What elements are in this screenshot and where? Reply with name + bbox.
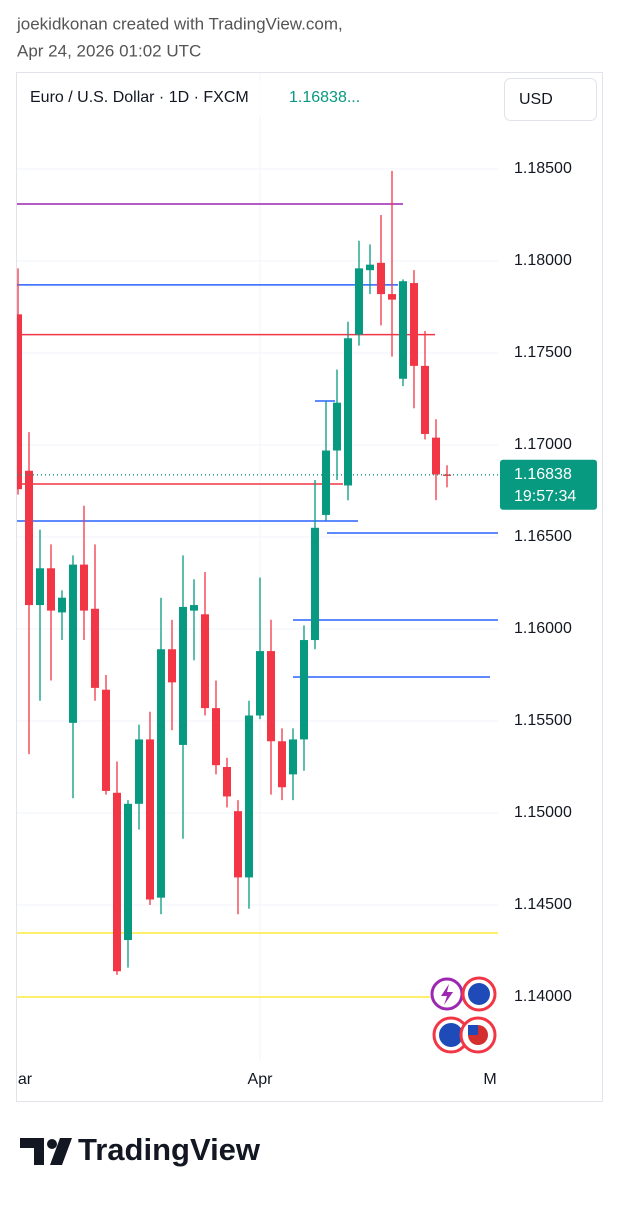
candle-body [267, 651, 275, 742]
candle-body [278, 741, 286, 788]
candle-body [443, 474, 451, 476]
timestamp: Apr 24, 2026 01:02 UTC [17, 41, 201, 60]
symbol-title: Euro / U.S. Dollar · 1D · FXCM [30, 89, 249, 106]
logo [20, 1138, 72, 1165]
x-tick-label: M [483, 1071, 496, 1088]
candle-body [432, 437, 440, 475]
brand: TradingView [78, 1132, 261, 1167]
y-tick-label: 1.17000 [514, 436, 572, 453]
candle-body [17, 314, 22, 490]
candle-body [421, 365, 429, 434]
y-tick-label: 1.15500 [514, 712, 572, 729]
y-tick-label: 1.17500 [514, 344, 572, 361]
candle-body [289, 739, 297, 775]
candle-body [212, 708, 220, 766]
candle-body [25, 470, 33, 606]
candle-body [322, 450, 330, 515]
candle-body [47, 568, 55, 611]
candle-body [201, 614, 209, 709]
candle-body [113, 792, 121, 972]
candle-body [58, 597, 66, 613]
currency-button[interactable] [504, 78, 597, 121]
candle-body [102, 689, 110, 791]
candle-body [344, 338, 352, 486]
candle-body [300, 640, 308, 740]
candle-body [388, 294, 396, 300]
candle-body [69, 564, 77, 723]
candle-body [168, 649, 176, 683]
candle-body [245, 715, 253, 878]
event-icons [430, 976, 497, 1054]
chart-frame [16, 72, 603, 1102]
candle-body [36, 568, 44, 606]
legend-bg [20, 80, 380, 116]
last-value: 1.16838... [289, 89, 360, 106]
candle-body [80, 564, 88, 611]
candle-body [91, 608, 99, 688]
y-tick-label: 1.18000 [514, 252, 572, 269]
candle-body [234, 811, 242, 878]
candle-body [366, 264, 374, 271]
y-tick-label: 1.14000 [514, 988, 572, 1005]
candle-body [157, 649, 165, 898]
x-tick-label: ar [18, 1071, 33, 1088]
y-tick-label: 1.15000 [514, 804, 572, 821]
candle-body [223, 767, 231, 797]
candle-body [377, 262, 385, 295]
countdown: 19:57:34 [514, 488, 576, 505]
current-price-box [500, 459, 597, 510]
candle-body [410, 283, 418, 366]
candle-body [333, 402, 341, 451]
currency: USD [519, 91, 553, 108]
candle-body [135, 739, 143, 804]
candle-body [179, 606, 187, 745]
candle-body [190, 605, 198, 611]
y-tick-label: 1.16000 [514, 620, 572, 637]
x-tick-label: Apr [248, 1071, 274, 1088]
y-tick-label: 1.18500 [514, 160, 572, 177]
candle-body [146, 739, 154, 900]
author-line: joekidkonan created with TradingView.com… [16, 14, 343, 33]
candle-body [256, 651, 264, 716]
candle-body [399, 281, 407, 379]
y-tick-label: 1.16500 [514, 528, 572, 545]
candle-body [355, 268, 363, 335]
y-tick-label: 1.14500 [514, 896, 572, 913]
candle-body [124, 803, 132, 940]
current-price-label: 1.16838 [514, 466, 572, 483]
candle-body [311, 527, 319, 641]
